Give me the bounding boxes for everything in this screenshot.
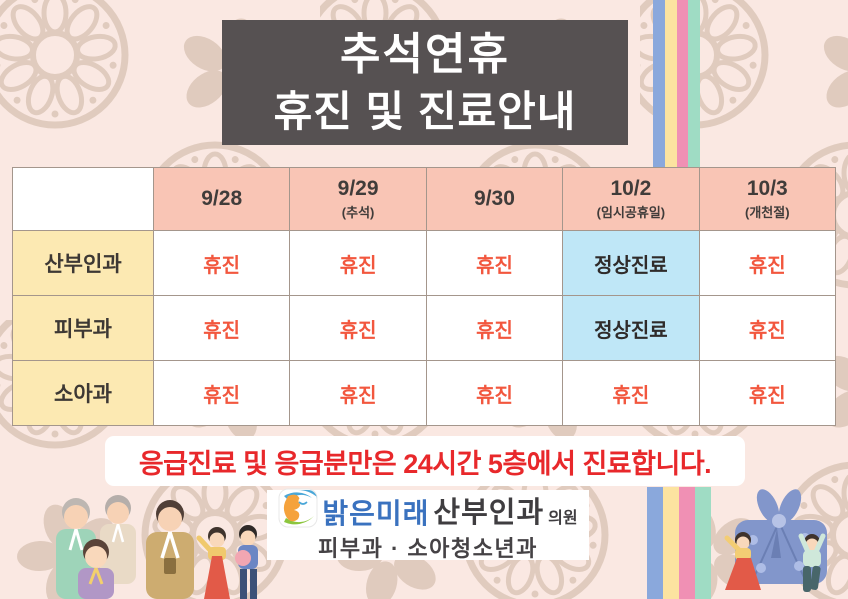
- ribbon-stripe-pink: [676, 0, 689, 168]
- date-note: (개천절): [745, 205, 790, 220]
- schedule-cell: 휴진: [154, 361, 290, 425]
- schedule-cell: 휴진: [699, 231, 835, 295]
- dept-main: 산부인과: [433, 496, 545, 529]
- date-note: (임시공휴일): [596, 205, 666, 220]
- emergency-notice-text: 응급진료 및 응급분만은 24시간 5층에서 진료합니다.: [138, 448, 712, 479]
- ribbon-top-decoration: [653, 0, 700, 168]
- schedule-cell: 정상진료: [563, 231, 699, 295]
- dept-suffix: 의원: [548, 509, 578, 527]
- date-header: 9/29 (추석): [290, 168, 426, 230]
- schedule-cell: 휴진: [563, 361, 699, 425]
- clinic-logo: 밝은미래 산부인과 의원 피부과 · 소아청소년과: [267, 488, 589, 561]
- ribbon-bottom-decoration: [647, 487, 711, 599]
- schedule-cell: 휴진: [426, 231, 563, 295]
- schedule-cell: 휴진: [699, 296, 835, 360]
- date-label: 9/30: [474, 187, 515, 210]
- ribbon-stripe-yellow: [663, 487, 679, 599]
- schedule-table: 9/28 9/29 (추석) 9/30 10/2 (임시공휴일) 10/3 (개…: [12, 167, 836, 426]
- schedule-cell: 휴진: [290, 361, 426, 425]
- schedule-cell: 휴진: [154, 296, 290, 360]
- ribbon-stripe-pink: [679, 487, 695, 599]
- title-line-2: 휴진 및 진료안내: [273, 87, 577, 135]
- date-label: 9/28: [201, 187, 243, 210]
- department-label: 산부인과: [13, 231, 153, 295]
- clinic-logo-icon: [278, 488, 318, 527]
- gift-bundle-illustration: [724, 489, 827, 592]
- ribbon-stripe-mint: [695, 487, 711, 599]
- date-label: 9/29: [337, 177, 379, 200]
- schedule-cell: 휴진: [426, 296, 563, 360]
- schedule-cell: 휴진: [290, 231, 426, 295]
- date-header: 9/28: [154, 168, 290, 230]
- emergency-notice: 응급진료 및 응급분만은 24시간 5층에서 진료합니다.: [105, 436, 745, 486]
- date-label: 10/3: [746, 177, 788, 200]
- title-line-1: 추석연휴: [340, 29, 510, 79]
- schedule-cell: 휴진: [699, 361, 835, 425]
- table-corner-cell: [13, 168, 153, 230]
- ribbon-stripe-mint: [688, 0, 700, 168]
- dept-sub: 피부과 · 소아청소년과: [318, 535, 538, 561]
- schedule-cell: 정상진료: [563, 296, 699, 360]
- department-label: 소아과: [13, 361, 153, 425]
- ribbon-stripe-yellow: [664, 0, 677, 168]
- schedule-cell: 휴진: [154, 231, 290, 295]
- brand-name: 밝은미래: [322, 497, 430, 529]
- date-label: 10/2: [610, 177, 652, 200]
- title-banner: 추석연휴 휴진 및 진료안내: [222, 20, 628, 145]
- hanbok-family-illustration: [56, 495, 258, 599]
- schedule-cell: 휴진: [426, 361, 563, 425]
- date-header: 9/30: [426, 168, 563, 230]
- date-header: 10/2 (임시공휴일): [563, 168, 699, 230]
- ribbon-stripe-blue: [653, 0, 665, 168]
- schedule-cell: 휴진: [290, 296, 426, 360]
- department-label: 피부과: [13, 296, 153, 360]
- ribbon-stripe-blue: [647, 487, 663, 599]
- date-header: 10/3 (개천절): [699, 168, 835, 230]
- date-note: (추석): [341, 205, 375, 220]
